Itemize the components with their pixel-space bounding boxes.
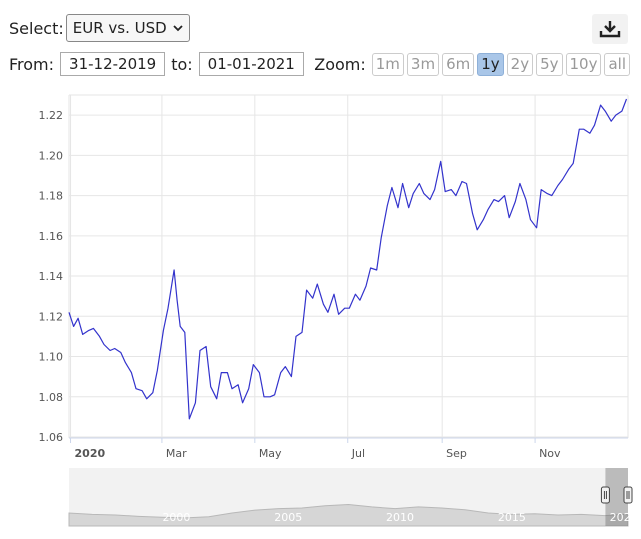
y-tick-label: 1.20 (39, 149, 64, 162)
x-axis: 2020 Mar May Jul Sep Nov (69, 437, 628, 460)
navigator-handle-left[interactable] (600, 486, 610, 504)
zoom-button-10y[interactable]: 10y (565, 53, 602, 76)
select-row: Select: EUR vs. USD (9, 14, 190, 42)
zoom-group: Zoom: 1m 3m 6m 1y 2y 5y 10y all (314, 53, 630, 76)
download-icon (599, 21, 621, 38)
x-tick-label: 2020 (75, 447, 106, 460)
from-label: From: (9, 54, 55, 74)
zoom-label: Zoom: (314, 55, 366, 74)
date-range: From: 31-12-2019 to: 01-01-2021 (9, 52, 304, 76)
navigator-year-label: 2000 (162, 511, 190, 524)
series-lines (68, 98, 628, 420)
select-label: Select: (9, 18, 64, 38)
y-tick-label: 1.10 (39, 351, 64, 364)
y-axis: 1.06 1.08 1.10 1.12 1.14 1.16 1.18 1.20 1.22 (39, 109, 64, 444)
x-tick-label: Nov (539, 447, 561, 460)
y-tick-label: 1.12 (39, 310, 64, 323)
y-tick-label: 1.08 (39, 391, 64, 404)
zoom-button-1y[interactable]: 1y (477, 53, 504, 76)
navigator[interactable]: 2000 2005 2010 2015 2020 (68, 468, 638, 527)
navigator-handle-right[interactable] (623, 486, 633, 504)
x-tick-label: Jul (351, 447, 365, 460)
x-tick-label: Mar (166, 447, 187, 460)
handle-grip-icon (600, 486, 610, 504)
y-tick-label: 1.06 (39, 431, 64, 444)
x-tick-label: Sep (446, 447, 467, 460)
download-button[interactable] (592, 14, 628, 44)
navigator-year-label: 2005 (274, 511, 302, 524)
zoom-button-6m[interactable]: 6m (442, 53, 475, 76)
pair-select[interactable]: EUR vs. USD (65, 14, 190, 42)
to-date-input[interactable]: 01-01-2021 (198, 52, 304, 76)
y-tick-label: 1.16 (39, 230, 64, 243)
navigator-background (69, 468, 628, 526)
navigator-year-label: 2010 (386, 511, 414, 524)
series-line (68, 98, 628, 420)
zoom-button-2y[interactable]: 2y (506, 53, 534, 76)
zoom-button-all[interactable]: all (604, 53, 630, 76)
navigator-series-area (68, 503, 629, 527)
zoom-button-5y[interactable]: 5y (536, 53, 563, 76)
chevron-down-icon (173, 25, 183, 32)
zoom-button-1m[interactable]: 1m (371, 53, 404, 76)
navigator-year-label: 2020 (610, 511, 638, 524)
navigator-selected-range (605, 468, 628, 526)
navigator-year-label: 2015 (498, 511, 526, 524)
zoom-button-3m[interactable]: 3m (406, 53, 440, 76)
handle-grip-icon (623, 486, 633, 504)
from-date-input[interactable]: 31-12-2019 (60, 52, 166, 76)
pair-select-value: EUR vs. USD (72, 19, 167, 37)
y-tick-label: 1.18 (39, 190, 64, 203)
to-label: to: (171, 54, 193, 74)
y-tick-label: 1.14 (39, 270, 64, 283)
x-tick-label: May (259, 447, 282, 460)
y-tick-label: 1.22 (39, 109, 64, 122)
chart-grid (68, 94, 629, 438)
